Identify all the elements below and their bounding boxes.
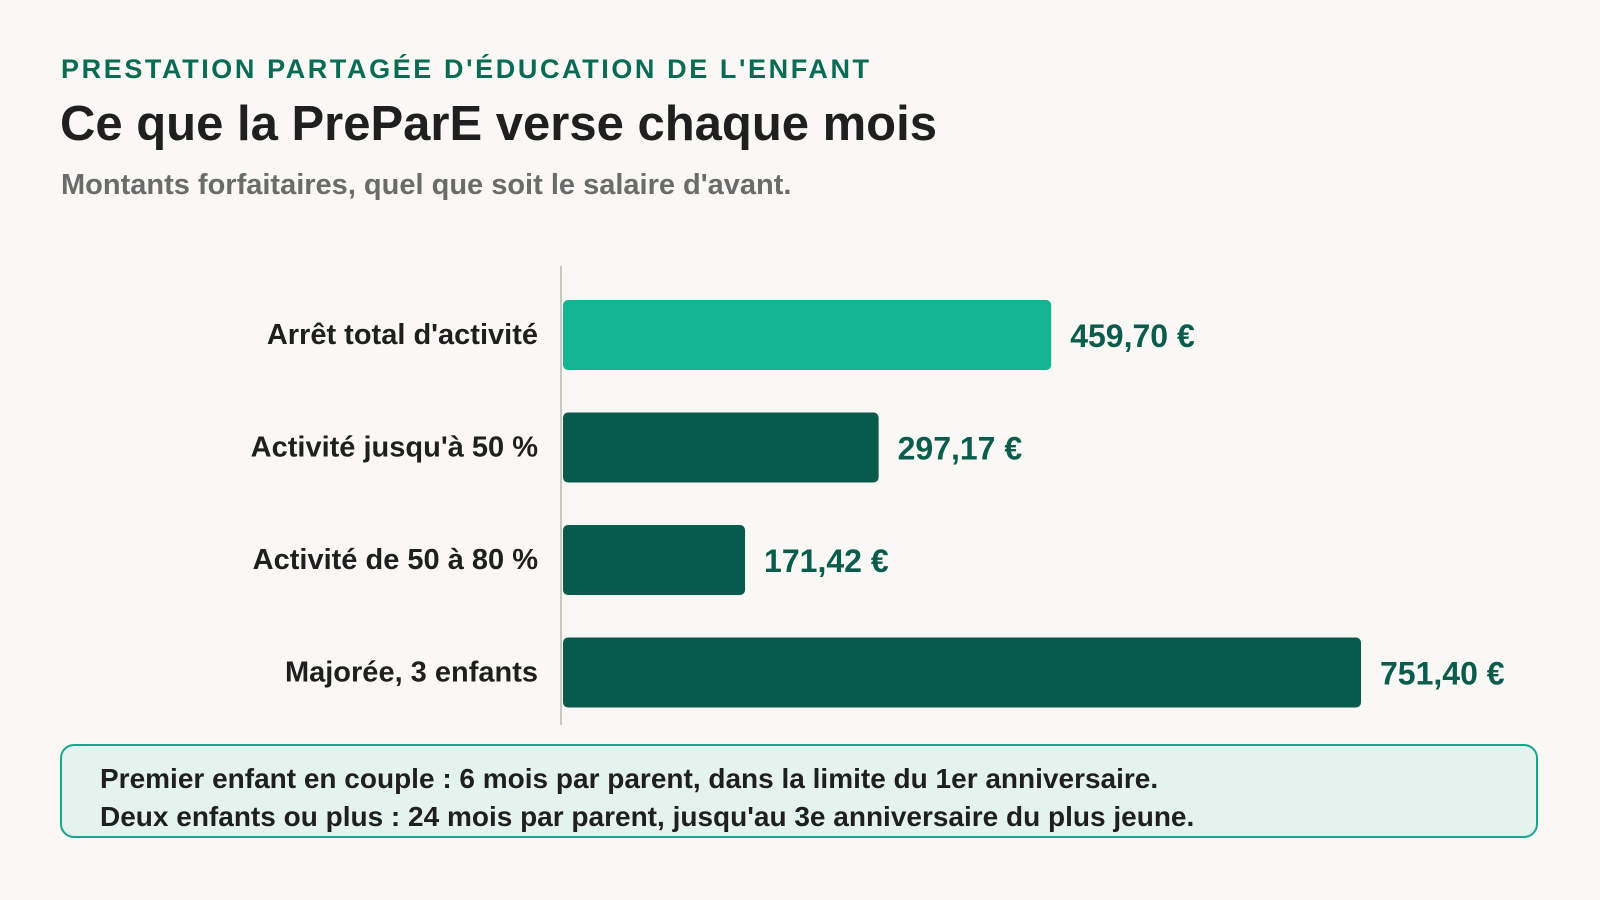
bar (563, 412, 879, 483)
value-label: 751,40 € (1380, 656, 1505, 692)
category-label: Activité jusqu'à 50 % (251, 432, 539, 464)
category-label: Majorée, 3 enfants (285, 657, 538, 689)
bar (563, 300, 1052, 370)
value-label: 297,17 € (898, 431, 1023, 467)
page-title: Ce que la PreParE verse chaque mois (60, 97, 937, 151)
info-note: Premier enfant en couple : 6 mois par pa… (60, 744, 1538, 838)
bar (563, 525, 746, 595)
value-label: 459,70 € (1070, 318, 1195, 354)
page-subtitle: Montants forfaitaires, quel que soit le … (61, 169, 792, 201)
category-label: Arrêt total d'activité (267, 319, 538, 351)
category-label: Activité de 50 à 80 % (253, 544, 539, 576)
kicker: PRESTATION PARTAGÉE D'ÉDUCATION DE L'ENF… (61, 54, 872, 84)
note-line: Premier enfant en couple : 6 mois par pa… (100, 763, 1159, 794)
bar-chart: Arrêt total d'activité 459,70 € Activité j… (251, 266, 1505, 725)
value-label: 171,42 € (764, 543, 889, 579)
note-line: Deux enfants ou plus : 24 mois par paren… (100, 801, 1195, 832)
bar (563, 637, 1361, 708)
